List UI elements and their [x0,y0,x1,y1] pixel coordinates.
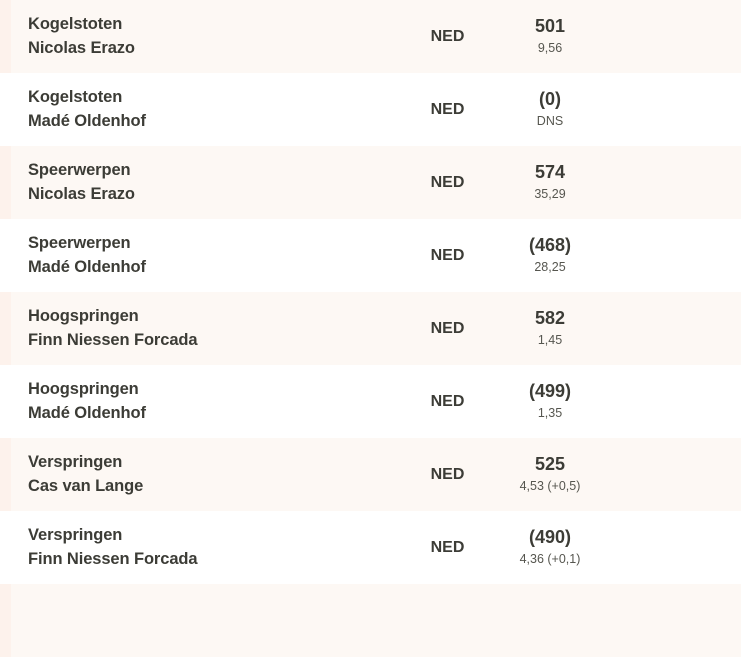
country-code: NED [430,100,465,118]
table-row[interactable]: Verspringen Finn Niessen Forcada NED (490) 4… [0,511,741,584]
score-points: 501 [534,16,566,37]
score-points: 582 [534,308,566,329]
table-row[interactable]: Hoogspringen Madé Oldenhof NED (499) 1,35 [0,365,741,438]
score-cell: 525 4,53 (+0,5) [495,453,605,495]
score-cell: 574 35,29 [495,161,605,203]
table-row[interactable] [0,584,741,657]
event-name: Hoogspringen [28,307,139,326]
athlete-name: Madé Oldenhof [28,257,146,276]
score-mark: 35,29 [534,186,566,201]
event-athlete-cell: Hoogspringen Madé Oldenhof [0,378,400,425]
country-code: NED [430,319,465,337]
table-row[interactable]: Hoogspringen Finn Niessen Forcada NED 582 1,… [0,292,741,365]
score-points: (499) [528,381,572,402]
table-row[interactable]: Speerwerpen Madé Oldenhof NED (468) 28,25 [0,219,741,292]
country-code: NED [430,173,465,191]
event-athlete-cell: Speerwerpen Nicolas Erazo [0,159,400,206]
score-cell: (490) 4,36 (+0,1) [495,526,605,568]
athlete-name: Madé Oldenhof [28,403,146,422]
score-cell: 501 9,56 [495,15,605,57]
score-mark: 1,35 [537,405,563,420]
athlete-name: Cas van Lange [28,476,144,495]
event-name: Speerwerpen [28,161,131,180]
event-athlete-cell: Verspringen Finn Niessen Forcada [0,524,400,571]
score-points: 574 [534,162,566,183]
athlete-name: Nicolas Erazo [28,184,135,203]
athlete-name: Finn Niessen Forcada [28,330,198,349]
table-row[interactable]: Kogelstoten Madé Oldenhof NED (0) DNS [0,73,741,146]
event-athlete-cell: Kogelstoten Nicolas Erazo [0,13,400,60]
score-cell: (468) 28,25 [495,234,605,276]
event-athlete-cell: Kogelstoten Madé Oldenhof [0,86,400,133]
score-points: (490) [528,527,572,548]
score-mark: 1,45 [537,332,563,347]
event-athlete-cell: Verspringen Cas van Lange [0,451,400,498]
score-cell [495,620,605,621]
score-cell: (499) 1,35 [495,380,605,422]
score-points: (0) [539,89,561,110]
score-mark: 28,25 [534,259,566,274]
country-code: NED [430,246,465,264]
country-code: NED [430,538,465,556]
event-name: Kogelstoten [28,88,123,107]
athlete-name: Madé Oldenhof [28,111,146,130]
country-code: NED [430,465,465,483]
score-points: 525 [534,454,566,475]
athlete-name: Finn Niessen Forcada [28,549,198,568]
event-name: Kogelstoten [28,15,123,34]
event-name: Speerwerpen [28,234,131,253]
event-name: Verspringen [28,526,123,545]
event-athlete-cell: Speerwerpen Madé Oldenhof [0,232,400,279]
table-row[interactable]: Verspringen Cas van Lange NED 525 4,53 (+0,5… [0,438,741,511]
country-code: NED [430,27,465,45]
table-row[interactable]: Kogelstoten Nicolas Erazo NED 501 9,56 [0,0,741,73]
country-code: NED [430,392,465,410]
event-name: Verspringen [28,453,123,472]
table-row[interactable]: Speerwerpen Nicolas Erazo NED 574 35,29 [0,146,741,219]
score-cell: (0) DNS [495,88,605,130]
score-mark: 9,56 [537,40,563,55]
athlete-name: Nicolas Erazo [28,38,135,57]
score-cell: 582 1,45 [495,307,605,349]
score-mark: 4,36 (+0,1) [519,551,581,566]
event-athlete-cell: Hoogspringen Finn Niessen Forcada [0,305,400,352]
score-points: (468) [528,235,572,256]
event-name: Hoogspringen [28,380,139,399]
score-mark: 4,53 (+0,5) [519,478,581,493]
score-mark: DNS [536,113,564,128]
